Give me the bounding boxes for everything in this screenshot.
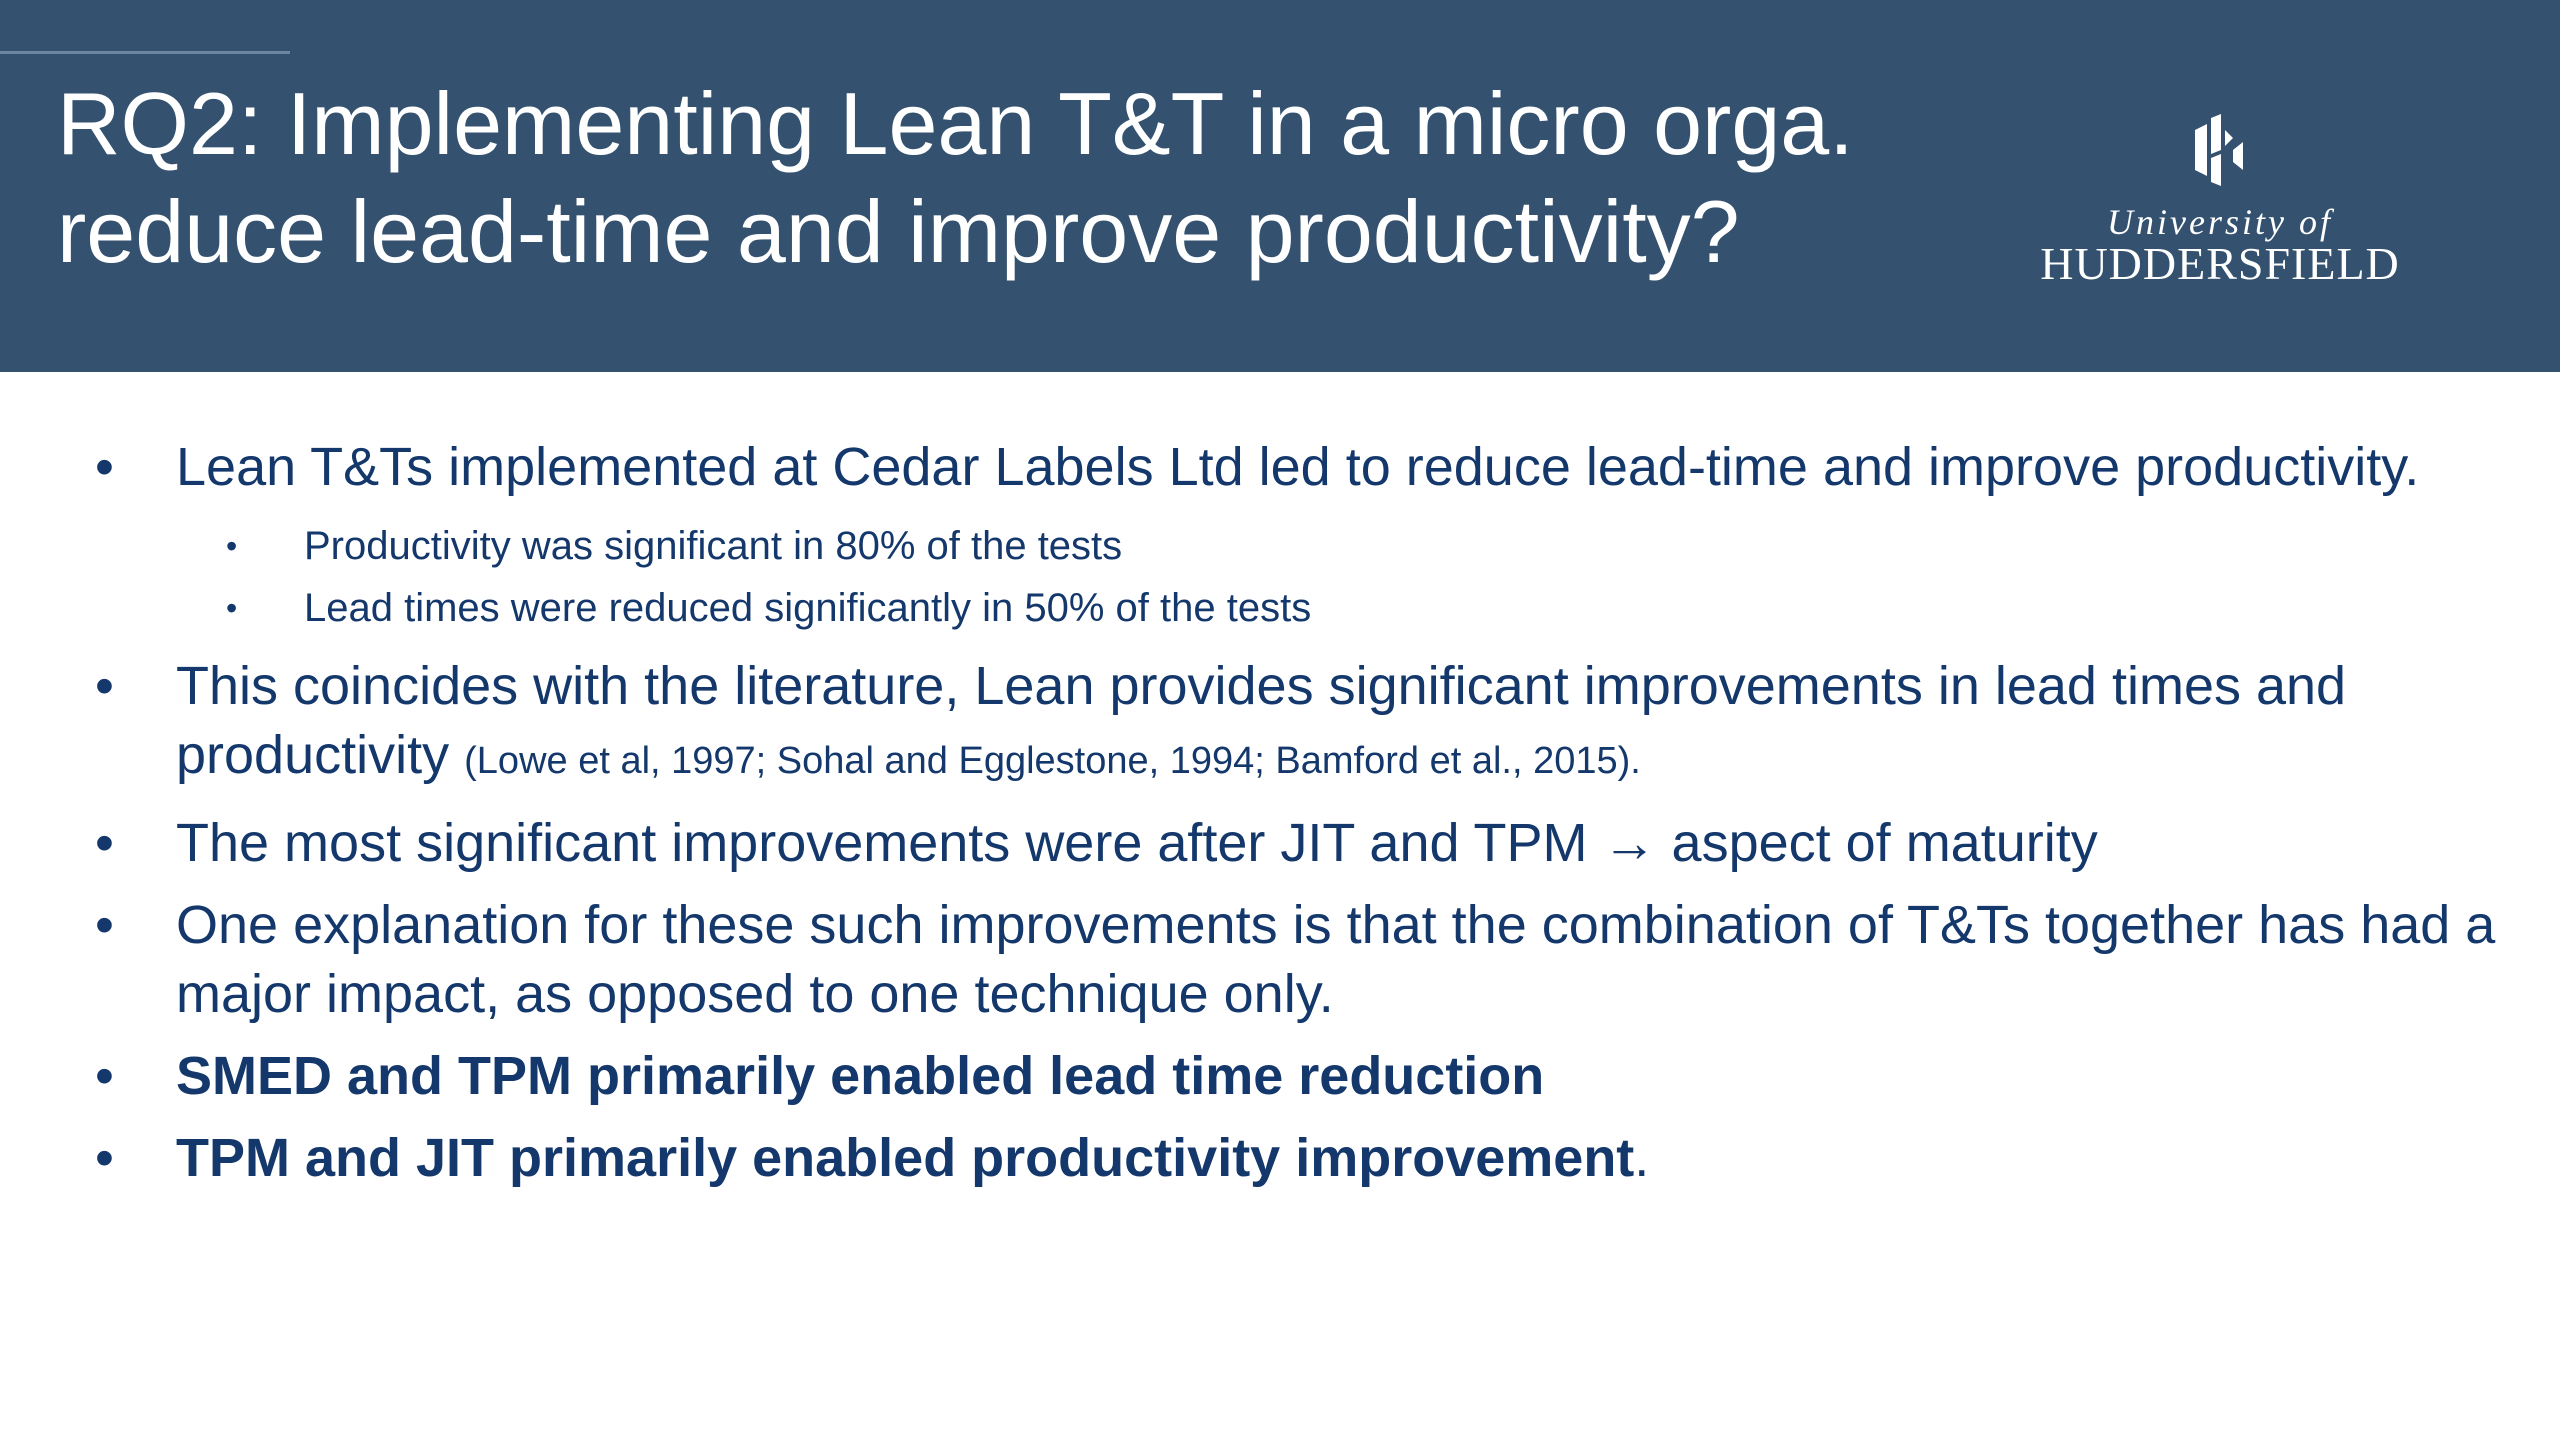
title-line: RQ2: Implementing Lean T&T in a micro or… — [57, 74, 1854, 173]
citation: (Lowe et al, 1997; Sohal and Egglestone,… — [464, 740, 1641, 782]
bullet: Lean T&Ts implemented at Cedar Labels Lt… — [0, 433, 2560, 502]
bullet: One explanation for these such improveme… — [0, 891, 2560, 1029]
bullet-text: Lean T&Ts implemented at Cedar Labels Lt… — [176, 437, 2420, 497]
sub-bullet: Productivity was significant in 80% of t… — [0, 515, 2560, 577]
logo-icon — [2195, 114, 2243, 186]
bullet-text: . — [1634, 1128, 1650, 1188]
bullet-text: TPM and JIT primarily enabled productivi… — [176, 1128, 1635, 1188]
logo-text: HUDDERSFIELD — [2040, 238, 2400, 289]
header: RQ2: Implementing Lean T&T in a micro or… — [0, 0, 2560, 372]
bullet: SMED and TPM primarily enabled lead time… — [0, 1042, 2560, 1111]
content: Lean T&Ts implemented at Cedar Labels Lt… — [0, 433, 2560, 1206]
logo: University of HUDDERSFIELD — [2010, 110, 2430, 289]
bullet: This coincides with the literature, Lean… — [0, 652, 2560, 796]
sub-bullet: Lead times were reduced significantly in… — [0, 577, 2560, 639]
bullet: The most significant improvements were a… — [0, 809, 2560, 878]
title: RQ2: Implementing Lean T&T in a micro or… — [57, 70, 1854, 286]
bullet-text: The most significant improvements were a… — [176, 813, 2098, 873]
bullet-text: This coincides with the literature, Lean… — [176, 656, 2347, 785]
title-line: reduce lead-time and improve productivit… — [57, 182, 1740, 281]
bullet-text: SMED and TPM primarily enabled lead time… — [176, 1046, 1545, 1106]
divider — [0, 51, 290, 54]
bullet-text: One explanation for these such improveme… — [176, 895, 2496, 1024]
logo-text: University of — [2107, 202, 2333, 242]
bullet: TPM and JIT primarily enabled productivi… — [0, 1124, 2560, 1193]
